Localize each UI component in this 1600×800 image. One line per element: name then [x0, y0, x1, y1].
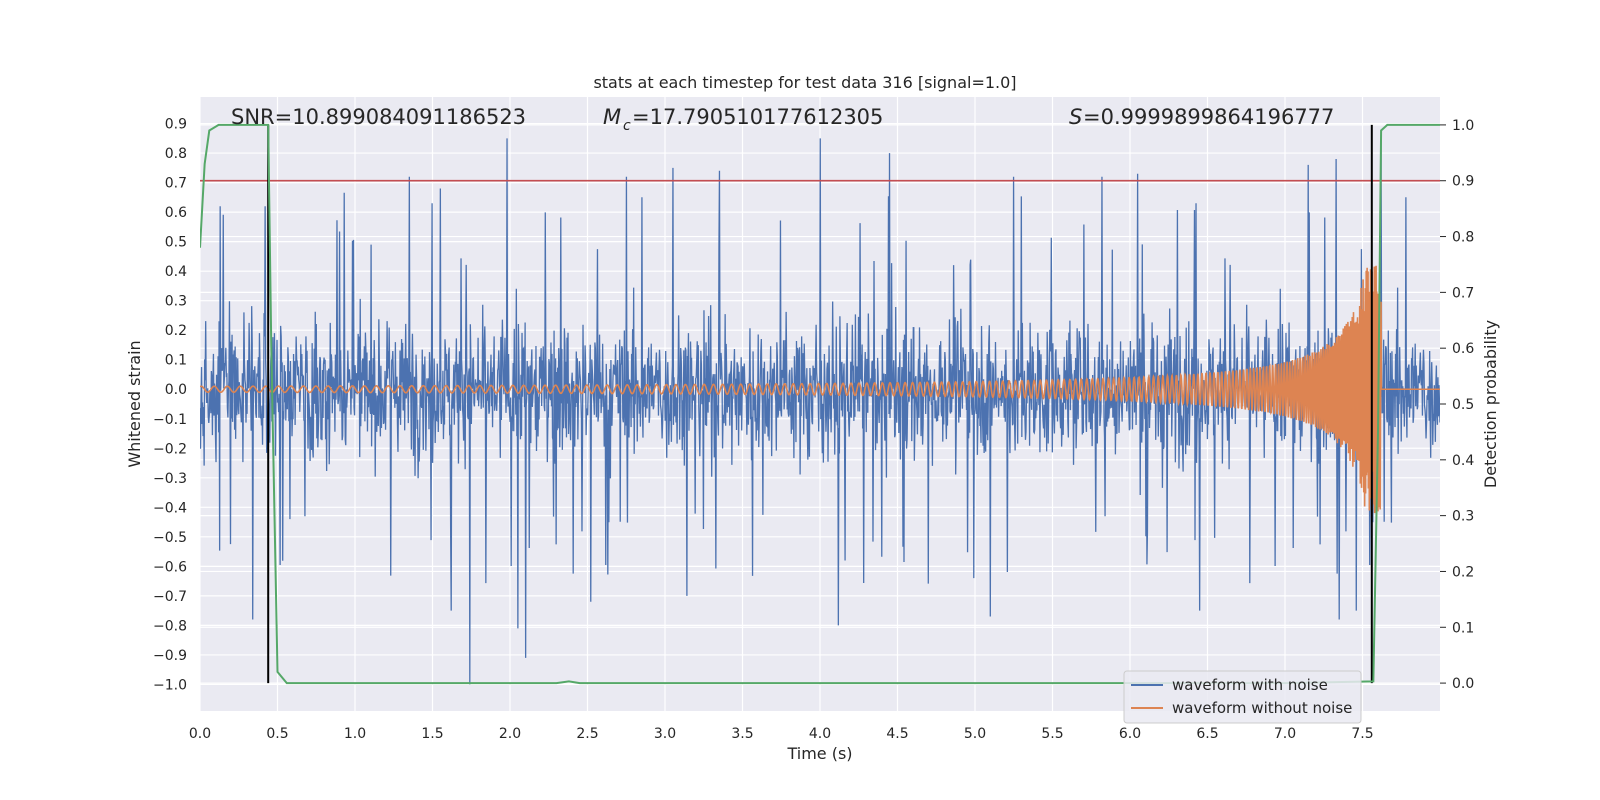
y2-tick-label: 0.0: [1452, 676, 1474, 692]
y-tick-label: 0.5: [165, 235, 187, 251]
x-tick-label: 1.0: [344, 726, 366, 742]
x-tick-label: 2.0: [499, 726, 521, 742]
y-tick-label: −0.3: [153, 471, 187, 487]
x-tick-label: 0.0: [189, 726, 211, 742]
y2-tick-label: 0.5: [1452, 397, 1474, 413]
x-tick-label: 3.0: [654, 726, 676, 742]
x-tick-label: 0.5: [266, 726, 288, 742]
legend-label-clean: waveform without noise: [1172, 699, 1352, 717]
y-ticks-right: 1.0 0.9 0.8 0.7 0.6 0.5 0.4 0.3 0.2 0.1 0.0: [1440, 118, 1474, 692]
s-annotation: S =0.9999899864196777: [1069, 105, 1334, 129]
x-tick-label: 5.0: [964, 726, 986, 742]
y-tick-label: −1.0: [153, 677, 187, 693]
x-ticks: 0.0 0.5 1.0 1.5 2.0 2.5 3.0 3.5 4.0 4.5 5.0 5.5 6.0 6…: [189, 726, 1374, 742]
y-tick-label: 0.7: [165, 176, 187, 192]
x-tick-label: 7.0: [1274, 726, 1296, 742]
y-tick-label: −0.4: [153, 500, 187, 516]
y-tick-label: −0.1: [153, 412, 187, 428]
plot-clip-group: [200, 123, 1440, 685]
s-value: =0.9999899864196777: [1083, 105, 1334, 129]
y2-tick-label: 0.4: [1452, 453, 1474, 469]
x-tick-label: 4.0: [809, 726, 831, 742]
y-tick-label: 0.0: [165, 382, 187, 398]
y-tick-label: 0.2: [165, 323, 187, 339]
y-tick-label: 0.6: [165, 205, 187, 221]
x-tick-label: 2.5: [576, 726, 598, 742]
svg-text:M: M: [603, 105, 621, 129]
snr-annotation: SNR=10.899084091186523: [231, 105, 526, 129]
y-tick-label: −0.5: [153, 530, 187, 546]
x-tick-label: 6.0: [1119, 726, 1141, 742]
legend-box: [1123, 670, 1362, 724]
x-axis-label: Time (s): [786, 744, 852, 763]
x-tick-label: 6.5: [1196, 726, 1218, 742]
x-tick-label: 7.5: [1351, 726, 1373, 742]
mc-value: =17.790510177612305: [632, 105, 883, 129]
x-tick-label: 4.5: [886, 726, 908, 742]
y-axis-label: Whitened strain: [125, 340, 144, 467]
y2-tick-label: 1.0: [1452, 118, 1474, 134]
svg-text:c: c: [623, 118, 631, 134]
x-tick-label: 1.5: [421, 726, 443, 742]
mc-annotation: M c =17.790510177612305: [603, 105, 883, 134]
y2-tick-label: 0.8: [1452, 230, 1474, 246]
y2-tick-label: 0.3: [1452, 509, 1474, 525]
y2-tick-label: 0.6: [1452, 341, 1474, 357]
y2-axis-label: Detection probability: [1481, 320, 1500, 488]
svg-text:S: S: [1069, 105, 1082, 129]
y-tick-label: −0.2: [153, 441, 187, 457]
y-tick-label: 0.3: [165, 294, 187, 310]
y2-tick-label: 0.7: [1452, 285, 1474, 301]
x-tick-label: 5.5: [1041, 726, 1063, 742]
x-tick-label: 3.5: [731, 726, 753, 742]
y-tick-label: 0.1: [165, 353, 187, 369]
legend-label-noise: waveform with noise: [1172, 676, 1328, 694]
y-tick-label: −0.9: [153, 648, 187, 664]
y2-tick-label: 0.9: [1452, 174, 1474, 190]
y-tick-label: 0.9: [165, 117, 187, 133]
chart-title: stats at each timestep for test data 316…: [593, 73, 1016, 92]
detection-probability-line: [200, 123, 1440, 685]
y-tick-label: −0.6: [153, 559, 187, 575]
y-tick-label: −0.8: [153, 618, 187, 634]
y-tick-label: 0.4: [165, 264, 187, 280]
y-ticks-left: 0.9 0.8 0.7 0.6 0.5 0.4 0.3 0.2 0.1 0.0 −0.1 −0.2 −0…: [153, 117, 187, 694]
y-tick-label: 0.8: [165, 146, 187, 162]
y2-tick-label: 0.1: [1452, 620, 1474, 636]
y2-tick-label: 0.2: [1452, 564, 1474, 580]
clean-waveform-line: [200, 265, 1440, 514]
legend: waveform with noise waveform without noi…: [1123, 670, 1362, 724]
y-tick-label: −0.7: [153, 589, 187, 605]
